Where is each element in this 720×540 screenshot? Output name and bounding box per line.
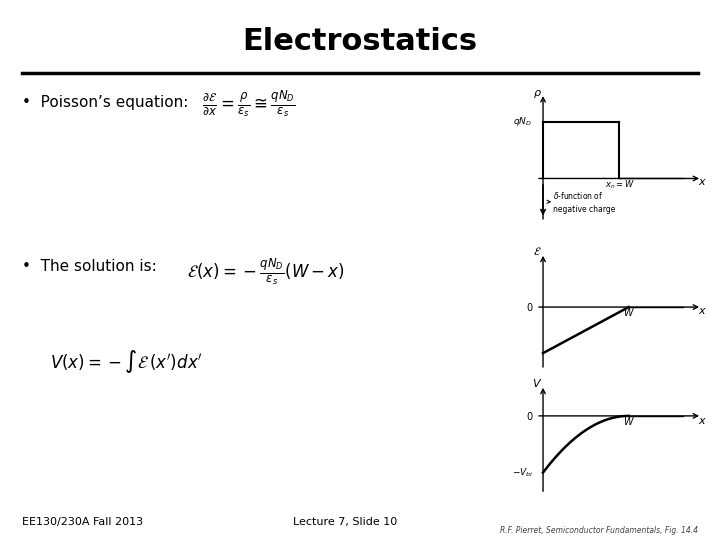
Text: $x_n = W$: $x_n = W$	[606, 179, 636, 192]
Text: EE130/230A Fall 2013: EE130/230A Fall 2013	[22, 516, 143, 526]
Text: $\delta$-function of: $\delta$-function of	[553, 190, 603, 201]
Text: $x$: $x$	[698, 416, 706, 426]
Text: R.F. Pierret, Semiconductor Fundamentals, Fig. 14.4: R.F. Pierret, Semiconductor Fundamentals…	[500, 525, 698, 535]
Text: $V$: $V$	[532, 377, 543, 389]
Text: $\mathcal{E}(x)=-\frac{qN_D}{\varepsilon_s}(W-x)$: $\mathcal{E}(x)=-\frac{qN_D}{\varepsilon…	[187, 256, 345, 287]
Text: Lecture 7, Slide 10: Lecture 7, Slide 10	[294, 516, 397, 526]
Text: $\rho$: $\rho$	[533, 88, 542, 100]
Text: •  Poisson’s equation:: • Poisson’s equation:	[22, 94, 188, 110]
Text: $x$: $x$	[698, 177, 706, 187]
Text: negative charge: negative charge	[553, 205, 615, 214]
Text: $0$: $0$	[526, 410, 534, 422]
Text: Electrostatics: Electrostatics	[243, 27, 477, 56]
Text: $\frac{\partial \mathcal{E}}{\partial x} = \frac{\rho}{\varepsilon_s} \cong \fra: $\frac{\partial \mathcal{E}}{\partial x}…	[202, 89, 295, 119]
Text: $0$: $0$	[526, 301, 534, 313]
Text: $qN_D$: $qN_D$	[513, 115, 532, 128]
Text: $\mathcal{E}$: $\mathcal{E}$	[534, 245, 542, 257]
Text: $x$: $x$	[698, 306, 706, 316]
Text: $W$: $W$	[623, 415, 635, 427]
Text: $-V_{bi}$: $-V_{bi}$	[512, 467, 534, 479]
Text: $W$: $W$	[623, 307, 635, 319]
Text: •  The solution is:: • The solution is:	[22, 259, 156, 274]
Text: $V(x)=-\int \mathcal{E}\,(x')dx'$: $V(x)=-\int \mathcal{E}\,(x')dx'$	[50, 348, 203, 375]
